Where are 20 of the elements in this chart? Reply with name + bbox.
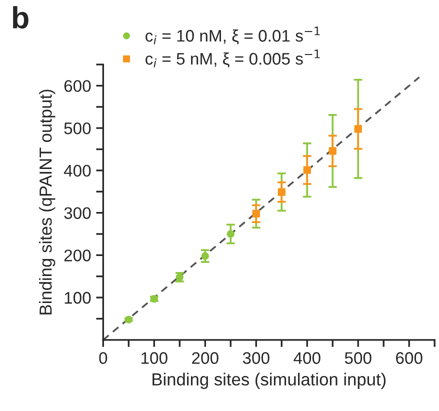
y-tick-label: 500: [64, 122, 91, 134]
legend-label: c$_{i}$ = 10 nM, ξ = 0.01 s$^{−1}$: [146, 26, 320, 44]
y-tick-label: 100: [64, 292, 91, 304]
x-axis-title: Binding sites (simulation input): [152, 372, 386, 389]
y-tick-label: 600: [64, 80, 91, 92]
y-tick-label: 200: [64, 250, 91, 262]
y-tick-label: 300: [64, 207, 91, 220]
x-tick-label: 200: [192, 352, 218, 364]
legend-label: c$_{i}$ = 5 nM, ξ = 0.005 s$^{−1}$: [146, 50, 320, 68]
point: [226, 230, 234, 238]
x-tick-label: 0: [99, 352, 108, 364]
x-tick-label: 400: [294, 352, 320, 364]
x-tick-label: 600: [396, 352, 422, 364]
text: b: [12, 6, 28, 29]
y-axis-title: Binding sites (qPAINT output): [39, 90, 56, 314]
x-tick-label: 300: [242, 352, 270, 364]
point: [201, 252, 209, 260]
x-tick-label: 100: [142, 352, 168, 364]
y-tick-label: 400: [64, 164, 91, 177]
x-tick-label: 500: [344, 352, 372, 364]
